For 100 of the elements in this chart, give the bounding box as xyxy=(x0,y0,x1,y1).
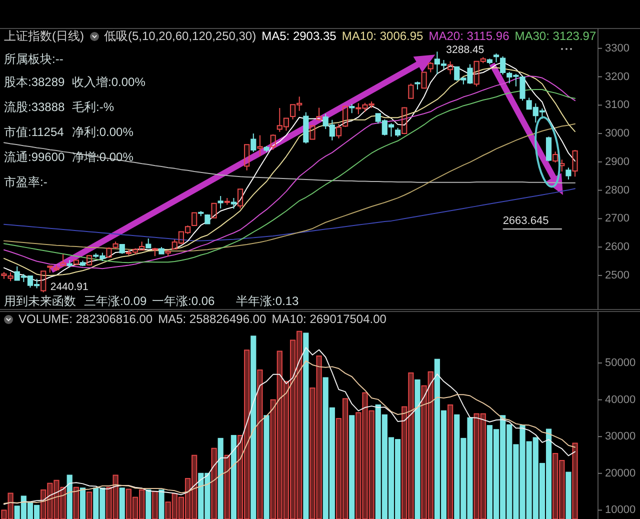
candlestick xyxy=(486,58,492,65)
y-tick-label: 2800 xyxy=(605,184,630,196)
candlestick xyxy=(559,159,565,172)
candlestick xyxy=(421,71,427,90)
candlestick xyxy=(474,60,480,87)
candlestick xyxy=(198,210,204,217)
annotation: 流股:33888 xyxy=(4,100,66,114)
annotation: 3288.45 xyxy=(446,44,484,56)
candlestick xyxy=(283,117,290,132)
candlestick xyxy=(296,96,302,112)
line-series xyxy=(3,188,576,242)
candlestick xyxy=(192,212,198,226)
annotation: 股本:38289 xyxy=(4,75,66,89)
annotation: 毛利:-% xyxy=(72,100,114,114)
candlestick xyxy=(552,151,558,163)
candlestick xyxy=(402,106,408,135)
annotation: 流通:99600 xyxy=(4,150,66,164)
y-tick-label: 50000 xyxy=(605,357,636,370)
candlestick xyxy=(276,107,282,132)
annotation: 市值:11254 xyxy=(4,125,64,139)
candlestick xyxy=(106,246,112,258)
annotation: 一年涨:0.06 xyxy=(152,294,216,308)
candlestick xyxy=(336,123,342,139)
candlestick xyxy=(224,197,230,206)
text: MA5: 2903.35 xyxy=(262,29,336,43)
text: MA10: 3006.95 xyxy=(342,29,424,43)
annotation: 净利:0.00% xyxy=(72,125,134,139)
candlestick xyxy=(237,188,244,209)
candlestick xyxy=(290,104,296,120)
candlestick xyxy=(165,249,171,257)
candlestick xyxy=(47,265,53,274)
candlestick xyxy=(8,272,14,282)
candlestick xyxy=(368,100,374,108)
chart-title: 上证指数(日线) xyxy=(4,29,84,43)
candlestick xyxy=(178,231,184,245)
annotation: MA5: 258826496.00 xyxy=(158,312,266,326)
candlestick xyxy=(40,270,46,293)
candlestick xyxy=(152,247,158,257)
annotation: 收入增:0.00% xyxy=(72,75,146,89)
y-tick-label: 40000 xyxy=(605,394,636,406)
y-tick-label: 2700 xyxy=(605,212,630,225)
candlestick xyxy=(428,61,434,73)
annotation: MA10: 269017504.00 xyxy=(272,312,386,326)
candlestick xyxy=(126,249,132,256)
candlestick xyxy=(270,134,276,150)
candlestick xyxy=(546,136,552,162)
candlestick xyxy=(60,254,66,267)
candlestick xyxy=(184,224,191,234)
candlestick xyxy=(66,260,72,268)
y-tick-label: 30000 xyxy=(605,430,636,443)
candlestick xyxy=(250,133,256,152)
annotation: VOLUME: 282306816.00 xyxy=(18,312,153,326)
candlestick xyxy=(244,144,250,171)
candlestick xyxy=(362,102,368,112)
text: MA30: 3123.97 xyxy=(514,29,596,43)
candlestick xyxy=(54,264,60,272)
candlestick xyxy=(211,202,217,218)
candlestick xyxy=(119,244,125,254)
y-tick-label: 3300 xyxy=(605,42,630,54)
candlestick xyxy=(448,60,454,75)
candlestick xyxy=(493,52,500,63)
candlestick xyxy=(1,272,7,280)
candlestick xyxy=(356,102,362,115)
y-tick-label: 3100 xyxy=(605,99,630,112)
candlestick xyxy=(86,254,92,266)
candlestick xyxy=(73,259,79,266)
candlestick xyxy=(500,56,506,75)
candlestick xyxy=(80,260,86,267)
annotation: 用到未来函数 xyxy=(4,294,76,308)
annotation: 市盈率:- xyxy=(4,175,48,189)
candlestick xyxy=(349,104,355,114)
candlestick xyxy=(204,214,210,224)
candlestick xyxy=(310,124,316,140)
candlestick xyxy=(342,105,348,128)
y-tick-label: 2600 xyxy=(605,241,630,254)
candlestick xyxy=(316,107,322,122)
candlestick xyxy=(566,167,572,180)
candlestick xyxy=(230,197,237,210)
candlestick xyxy=(112,241,118,250)
y-tick-label: 2900 xyxy=(605,156,630,168)
legend-title: 低吸(5,10,20,60,120,250,30) xyxy=(104,29,256,43)
candlestick xyxy=(572,149,578,178)
candlestick xyxy=(257,134,263,156)
candlestick xyxy=(480,56,486,64)
line-series xyxy=(3,123,576,252)
y-tick-label: 3000 xyxy=(605,128,630,140)
y-tick-label: 20000 xyxy=(605,467,636,480)
candlestick xyxy=(264,146,270,153)
y-tick-label: 3200 xyxy=(605,70,630,83)
candlestick xyxy=(414,81,420,90)
annotation: 半年涨:0.13 xyxy=(236,294,300,308)
ref-line-label: 2663.645 xyxy=(502,214,549,227)
candlestick xyxy=(139,241,145,251)
candlestick xyxy=(146,238,152,249)
candlestick xyxy=(408,83,414,99)
candlestick xyxy=(303,112,309,144)
candlestick xyxy=(395,127,401,138)
candlestick xyxy=(132,248,138,255)
y-tick-label: 2500 xyxy=(605,269,630,282)
annotation: 2440.91 xyxy=(50,281,88,294)
